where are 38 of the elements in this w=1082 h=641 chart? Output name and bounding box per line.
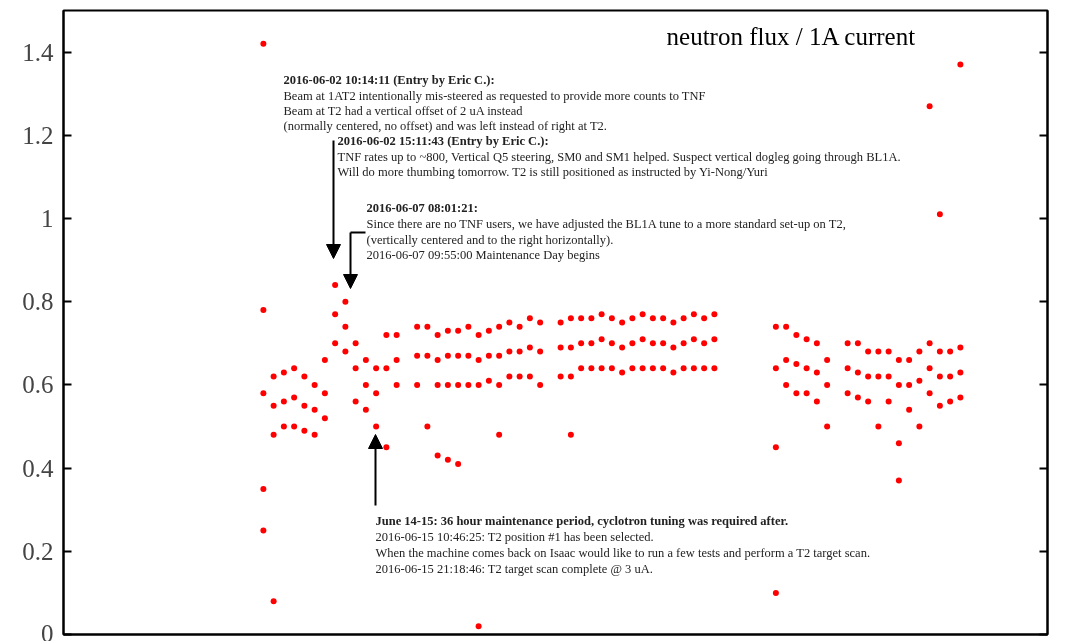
y-tick-label: 0 (41, 619, 54, 641)
annotation: Will do more thumbing tomorrow. T2 is still positioned as instructed by Yi-Nong/Yuri (337, 164, 769, 179)
point (270, 598, 277, 605)
text: neutron flux / 1A current (666, 22, 916, 50)
point (936, 211, 943, 218)
y-tick-label: 0.2 (22, 537, 54, 565)
annotation: 2016-06-15 10:46:25: T2 position #1 has been selected. (375, 529, 654, 544)
annotation: 2016-06-07 08:01:21: (366, 200, 478, 215)
point (957, 61, 964, 68)
y-tick-label: 0.4 (22, 454, 54, 482)
annotation: When the machine comes back on Isaac would like to run a few tests and perform a T2 target scan. (375, 545, 871, 560)
y-tick-label: 0.6 (22, 371, 54, 399)
point (926, 103, 933, 110)
point (444, 456, 451, 463)
annotation: June 14-15: 36 hour maintenance period, cyclotron tuning was required after. (375, 513, 789, 528)
point (260, 40, 267, 47)
annotation: (vertically centered and to the right horizontally). (366, 232, 614, 247)
point (772, 589, 779, 596)
point (434, 452, 441, 459)
point (567, 431, 574, 438)
y-tick-label: 1.4 (22, 38, 54, 66)
y-tick-label: 1.2 (22, 121, 54, 149)
annotation: Beam at 1AT2 intentionally mis-steered as requested to provide more counts to TNF (283, 88, 706, 103)
annotation: 2016-06-02 10:14:11 (Entry by Eric C.): (283, 72, 495, 87)
point (260, 527, 267, 534)
annotation: 2016-06-15 21:18:46: T2 target scan complete @ 3 uA. (375, 561, 653, 576)
annotation: Beam at T2 had a vertical offset of 2 uA instead (283, 103, 524, 118)
point (895, 477, 902, 484)
annotation: 2016-06-07 09:55:00 Maintenance Day begins (366, 247, 600, 262)
point (496, 431, 503, 438)
annotation: TNF rates up to ~800, Vertical Q5 steering, SM0 and SM1 helped. Suspect vertical dogleg going through BL1A. (337, 149, 901, 164)
annotation: (normally centered, no offset) and was left instead of right at T2. (283, 118, 607, 133)
y-tick-label: 0.8 (22, 288, 54, 316)
annotation: 2016-06-02 15:11:43 (Entry by Eric C.): (337, 133, 549, 148)
point (475, 623, 482, 630)
y-tick-label: 1 (41, 205, 54, 232)
point (455, 460, 462, 467)
annotation: Since there are no TNF users, we have adjusted the BL1A tune to a more standard set-up on T2, (366, 216, 846, 231)
